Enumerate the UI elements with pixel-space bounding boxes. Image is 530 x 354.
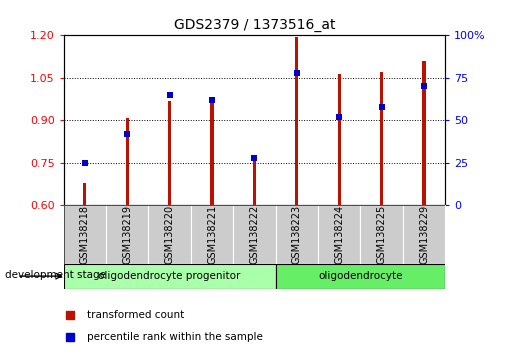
Bar bbox=[360, 205, 403, 264]
Bar bbox=[253, 157, 256, 205]
Text: GSM138219: GSM138219 bbox=[122, 205, 132, 264]
Bar bbox=[168, 101, 171, 205]
Text: development stage: development stage bbox=[5, 270, 107, 280]
Text: oligodendrocyte progenitor: oligodendrocyte progenitor bbox=[99, 271, 241, 281]
Bar bbox=[126, 118, 129, 205]
Bar bbox=[191, 205, 233, 264]
Bar bbox=[403, 205, 445, 264]
Bar bbox=[422, 61, 426, 205]
Bar bbox=[276, 264, 445, 289]
Text: GSM138229: GSM138229 bbox=[419, 205, 429, 264]
Text: GSM138222: GSM138222 bbox=[250, 205, 259, 264]
Title: GDS2379 / 1373516_at: GDS2379 / 1373516_at bbox=[174, 18, 335, 32]
Bar bbox=[64, 264, 276, 289]
Bar bbox=[106, 205, 148, 264]
Bar bbox=[233, 205, 276, 264]
Text: GSM138223: GSM138223 bbox=[292, 205, 302, 264]
Text: GSM138221: GSM138221 bbox=[207, 205, 217, 264]
Text: transformed count: transformed count bbox=[87, 310, 184, 320]
Bar bbox=[210, 102, 214, 205]
Text: GSM138218: GSM138218 bbox=[80, 205, 90, 264]
Bar bbox=[148, 205, 191, 264]
Bar bbox=[83, 183, 86, 205]
Text: GSM138220: GSM138220 bbox=[165, 205, 174, 264]
Bar bbox=[276, 205, 318, 264]
Bar bbox=[295, 37, 298, 205]
Bar bbox=[318, 205, 360, 264]
Bar bbox=[380, 72, 383, 205]
Bar bbox=[64, 205, 106, 264]
Bar bbox=[338, 74, 341, 205]
Text: GSM138224: GSM138224 bbox=[334, 205, 344, 264]
Text: oligodendrocyte: oligodendrocyte bbox=[318, 271, 403, 281]
Text: percentile rank within the sample: percentile rank within the sample bbox=[87, 332, 263, 342]
Text: GSM138225: GSM138225 bbox=[377, 205, 386, 264]
